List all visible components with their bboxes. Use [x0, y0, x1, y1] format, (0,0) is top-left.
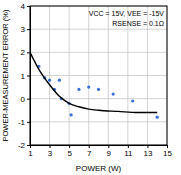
tick-label: 7 — [87, 149, 92, 158]
tick: 15 — [163, 145, 172, 158]
curve — [30, 52, 157, 112]
tick-label: 3 — [21, 25, 26, 34]
tick: 1 — [21, 72, 30, 81]
tick-mark — [69, 145, 70, 148]
tick-mark — [108, 145, 109, 148]
y-axis: -2 -1 0 1 2 3 4 — [18, 2, 31, 150]
point — [77, 88, 80, 91]
tick-label: 1 — [28, 149, 33, 158]
grid-line — [30, 98, 167, 99]
tick: 7 — [87, 145, 92, 158]
tick-label: 15 — [163, 149, 172, 158]
tick-label: 11 — [124, 149, 133, 158]
grid-line — [30, 52, 167, 53]
x-axis-title: POWER (W) — [76, 164, 122, 173]
grid-line — [30, 75, 167, 76]
tick: 4 — [21, 2, 30, 11]
plot: VCC = 15V, VEE = -15VRSENSE = 0.1Ω135791… — [18, 2, 173, 158]
annotation: VCC = 15V, VEE = -15V — [89, 10, 165, 17]
tick-mark — [27, 76, 30, 77]
tick-mark — [128, 145, 129, 148]
tick: 9 — [107, 145, 112, 158]
tick-mark — [27, 99, 30, 100]
annotations: VCC = 15V, VEE = -15V RSENSE = 0.1Ω — [89, 10, 165, 27]
tick: 3 — [21, 25, 30, 34]
tick: 0 — [21, 95, 30, 104]
point — [58, 79, 61, 82]
axis-line — [27, 7, 31, 146]
tick-mark — [27, 29, 30, 30]
tick-mark — [89, 145, 90, 148]
annotation: RSENSE = 0.1Ω — [112, 20, 164, 27]
tick: 13 — [143, 145, 152, 158]
tick-mark — [167, 145, 168, 148]
point — [156, 116, 159, 119]
tick-mark — [50, 145, 51, 148]
point — [112, 92, 115, 95]
tick-label: 3 — [48, 149, 53, 158]
tick-label: 0 — [21, 95, 26, 104]
y-axis-title: POWER-MEASUREMENT ERROR (%) — [1, 9, 10, 141]
tick-label: 13 — [143, 149, 152, 158]
frame — [30, 6, 167, 145]
x-axis: 13579111315 — [28, 145, 172, 158]
axis-line — [31, 146, 168, 149]
tick: 11 — [124, 145, 133, 158]
point — [97, 88, 100, 91]
tick-label: 1 — [21, 72, 26, 81]
tick-label: 4 — [21, 2, 26, 11]
tick-label: -1 — [18, 118, 26, 127]
tick-mark — [27, 6, 30, 7]
tick-mark — [27, 122, 30, 123]
tick: 3 — [48, 145, 53, 158]
tick-label: 9 — [107, 149, 112, 158]
grid — [30, 6, 167, 145]
tick: -2 — [18, 141, 30, 150]
tick-label: 5 — [67, 149, 72, 158]
tick-mark — [27, 145, 30, 146]
point — [87, 85, 90, 88]
point — [131, 99, 134, 102]
tick-mark — [27, 52, 30, 53]
tick-label: 2 — [21, 48, 26, 57]
tick-label: -2 — [18, 141, 26, 150]
point — [48, 79, 51, 82]
data — [30, 52, 159, 118]
tick: 1 — [28, 145, 33, 158]
tick: -1 — [18, 118, 30, 127]
chart: VCC = 15V, VEE = -15VRSENSE = 0.1Ω135791… — [0, 0, 181, 175]
tick: 2 — [21, 48, 30, 57]
tick: 5 — [67, 145, 72, 158]
tick-mark — [147, 145, 148, 148]
grid-line — [30, 121, 167, 122]
point — [70, 113, 73, 116]
grid-line — [30, 29, 167, 30]
